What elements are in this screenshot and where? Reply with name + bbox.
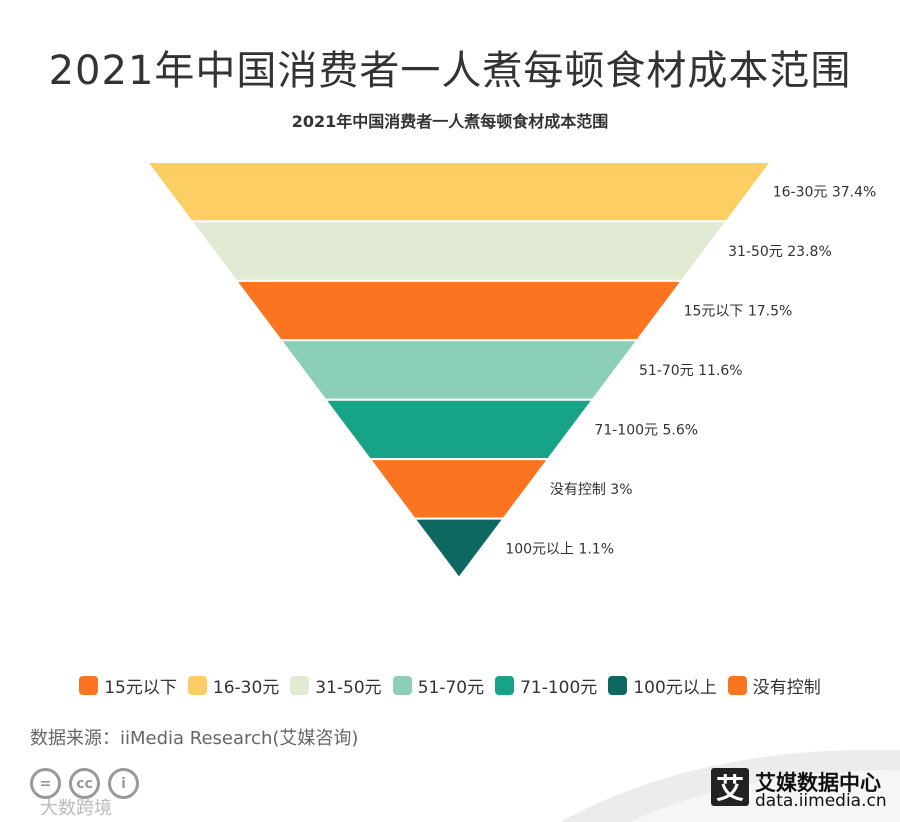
brand-name: 艾媒数据中心 [755, 771, 881, 795]
equals-icon: = [30, 768, 61, 799]
legend-swatch [392, 676, 412, 695]
funnel-segment [323, 398, 595, 461]
funnel-segment [145, 161, 773, 223]
legend-swatch [187, 676, 207, 695]
legend-label: 31-50元 [315, 678, 382, 698]
brand-url: data.iimedia.cn [755, 791, 887, 811]
funnel-label: 71-100元 5.6% [594, 422, 698, 438]
funnel-label: 没有控制 3% [550, 482, 633, 498]
legend-item[interactable]: 71-100元 [495, 673, 597, 698]
person-icon: i [108, 768, 139, 799]
funnel-label: 100元以上 1.1% [505, 541, 614, 557]
data-source: 数据来源：iiMedia Research(艾媒咨询) [30, 728, 359, 749]
funnel-label: 16-30元 37.4% [773, 185, 877, 201]
legend-item[interactable]: 16-30元 [187, 673, 280, 698]
legend-label: 没有控制 [752, 678, 821, 698]
legend-item[interactable]: 没有控制 [727, 673, 821, 698]
funnel-segment [189, 220, 729, 282]
cc-icon: cc [69, 768, 100, 799]
legend-item[interactable]: 31-50元 [290, 673, 382, 698]
watermark: 大数跨境 [40, 798, 112, 819]
brand-logo-icon: 艾 [711, 768, 749, 806]
legend-label: 15元以下 [104, 678, 177, 698]
funnel-label: 51-70元 11.6% [639, 363, 743, 379]
funnel-chart: 16-30元 37.4% 31-50元 23.8% 15元以下 17.5% 51-70… [145, 161, 877, 580]
legend-swatch [79, 676, 99, 695]
license-icons: = cc i [30, 768, 139, 799]
funnel-label: 15元以下 17.5% [684, 304, 793, 320]
legend-label: 100元以上 [633, 678, 717, 698]
legend-item[interactable]: 100元以上 [608, 673, 717, 698]
chart-legend: 15元以下 16-30元 31-50元 51-70元 71-100元 100元以上 没有控制 [0, 673, 900, 698]
legend-swatch [608, 676, 628, 695]
legend-item[interactable]: 51-70元 [392, 673, 485, 698]
legend-swatch [727, 676, 747, 695]
legend-label: 71-100元 [520, 678, 598, 698]
chart-title: 2021年中国消费者一人煮每顿食材成本范围 [291, 112, 609, 131]
funnel-segment [412, 517, 506, 580]
legend-swatch [290, 676, 310, 695]
legend-label: 16-30元 [212, 678, 280, 698]
funnel-segment [367, 458, 551, 520]
funnel-segment [278, 339, 640, 401]
legend-item[interactable]: 15元以下 [79, 673, 177, 698]
funnel-label: 31-50元 23.8% [728, 244, 832, 260]
funnel-segment [234, 279, 684, 342]
page-title: 2021年中国消费者一人煮每顿食材成本范围 [48, 48, 852, 94]
legend-swatch [495, 676, 515, 695]
legend-label: 51-70元 [417, 678, 485, 698]
